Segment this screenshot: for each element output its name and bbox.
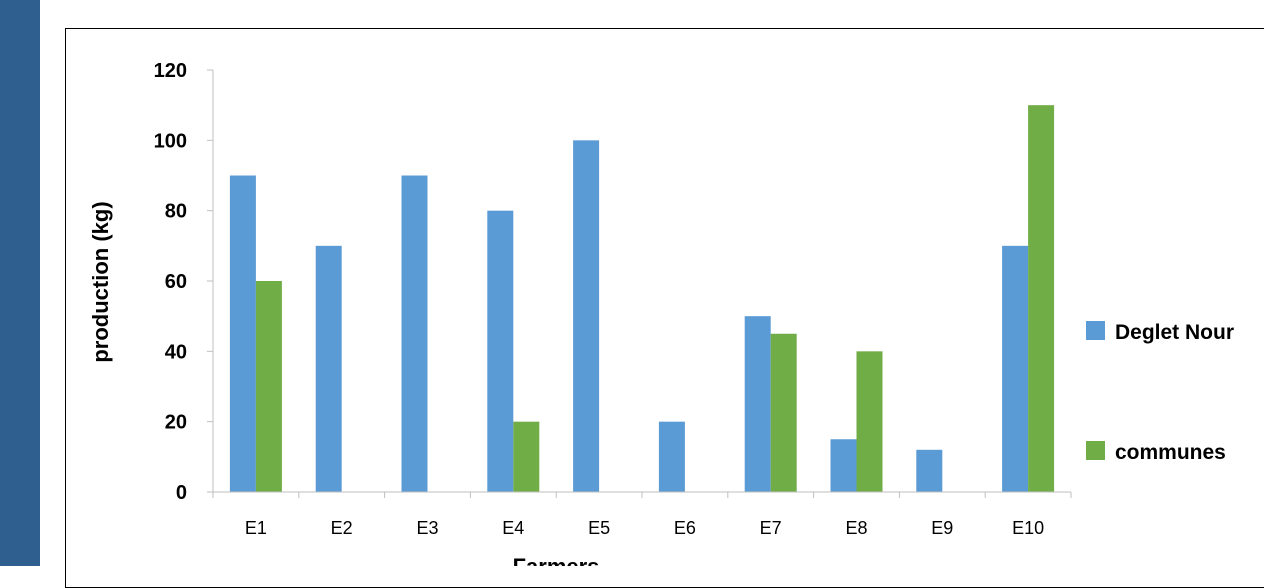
x-category-label: E7 bbox=[760, 518, 782, 538]
bar-deglet-nour-e9 bbox=[916, 449, 943, 492]
y-tick-label: 80 bbox=[165, 201, 187, 223]
legend-swatch bbox=[1086, 321, 1105, 340]
y-axis-ticks: 0 20 40 60 80 100 120 bbox=[154, 60, 213, 504]
legend-label: communes bbox=[1115, 441, 1226, 464]
bar-deglet-nour-e5 bbox=[573, 140, 600, 493]
y-tick-label: 100 bbox=[154, 130, 187, 152]
x-category-label: E10 bbox=[1012, 518, 1044, 538]
slide-sidebar bbox=[0, 0, 40, 566]
bar-communes-e10 bbox=[1028, 105, 1055, 493]
x-category-label: E5 bbox=[588, 518, 610, 538]
x-category-label: E4 bbox=[502, 518, 524, 538]
y-tick-label: 60 bbox=[165, 271, 187, 293]
bars bbox=[229, 105, 1055, 493]
legend-swatch bbox=[1086, 441, 1105, 460]
x-category-label: E3 bbox=[416, 518, 438, 538]
y-tick-label: 20 bbox=[165, 412, 187, 434]
bar-deglet-nour-e10 bbox=[1002, 245, 1029, 492]
x-axis-category-labels: E1 E2 E3 E4 E5 E6 E7 E8 E9 E10 bbox=[245, 518, 1044, 538]
x-category-label: E2 bbox=[331, 518, 353, 538]
x-category-label: E1 bbox=[245, 518, 267, 538]
x-category-label: E8 bbox=[845, 518, 867, 538]
bar-chart: 0 20 40 60 80 100 120 E1 E2 E3 E4 E5 E6 E7 E8 E9 E10 pr… bbox=[88, 60, 1234, 566]
bar-deglet-nour-e6 bbox=[658, 421, 685, 492]
y-tick-label: 40 bbox=[165, 341, 187, 363]
bar-communes-e1 bbox=[255, 281, 282, 492]
x-axis-title: Farmers bbox=[513, 554, 600, 566]
bar-deglet-nour-e4 bbox=[487, 210, 514, 492]
bar-deglet-nour-e8 bbox=[830, 439, 857, 492]
bar-deglet-nour-e2 bbox=[315, 245, 342, 492]
legend-label: Deglet Nour bbox=[1115, 321, 1234, 344]
bar-communes-e4 bbox=[513, 421, 540, 492]
sidebar-divider bbox=[40, 0, 44, 566]
x-category-label: E6 bbox=[674, 518, 696, 538]
bar-deglet-nour-e1 bbox=[229, 175, 256, 492]
bar-deglet-nour-e7 bbox=[744, 316, 771, 492]
y-tick-label: 120 bbox=[154, 60, 187, 82]
y-tick-label: 0 bbox=[176, 482, 187, 504]
x-category-label: E9 bbox=[931, 518, 953, 538]
bar-communes-e7 bbox=[770, 333, 797, 492]
bar-communes-e8 bbox=[856, 351, 883, 492]
y-axis-title: production (kg) bbox=[88, 201, 113, 362]
legend: Deglet Nour communes bbox=[1086, 321, 1234, 464]
bar-deglet-nour-e3 bbox=[401, 175, 428, 492]
x-axis-ticks bbox=[212, 492, 1072, 498]
